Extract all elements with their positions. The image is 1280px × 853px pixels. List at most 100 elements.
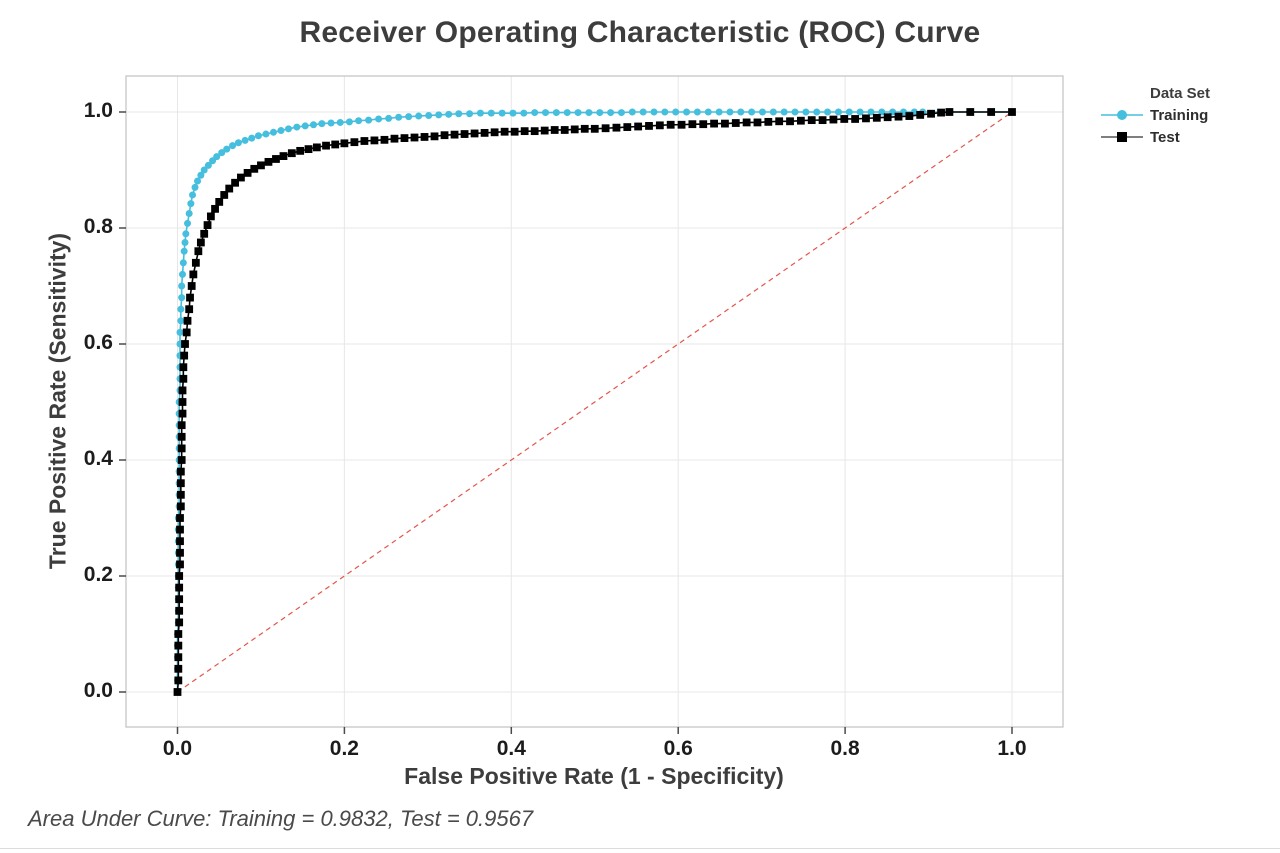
test-marker: [570, 125, 579, 134]
training-marker: [185, 210, 193, 217]
test-marker: [177, 444, 186, 453]
x-tick-label: 0.6: [663, 737, 693, 760]
training-marker: [197, 171, 205, 179]
test-marker: [312, 143, 321, 152]
test-marker: [731, 119, 740, 127]
test-marker: [257, 161, 265, 170]
test-marker: [430, 132, 439, 141]
x-tick-label: 0.0: [162, 737, 193, 760]
test-marker: [279, 152, 288, 160]
test-marker: [196, 238, 205, 247]
test-marker: [818, 116, 827, 125]
training-marker: [229, 142, 237, 150]
test-marker: [174, 653, 183, 662]
legend-title: Data Set: [1150, 84, 1211, 102]
test-marker: [645, 122, 653, 130]
test-marker: [666, 120, 675, 129]
training-marker: [617, 109, 625, 117]
training-marker: [445, 110, 453, 118]
legend-title-spacer: [1100, 86, 1144, 100]
test-marker: [296, 146, 305, 155]
training-marker: [327, 119, 335, 127]
test-marker: [400, 134, 409, 142]
test-marker: [272, 155, 280, 163]
test-marker: [220, 191, 229, 199]
series-test: [173, 108, 1016, 696]
training-marker: [301, 122, 309, 130]
test-marker: [829, 115, 838, 124]
training-marker: [487, 109, 495, 117]
test-marker: [189, 270, 198, 279]
training-marker: [181, 239, 189, 246]
test-marker: [862, 114, 870, 123]
training-marker: [176, 328, 184, 336]
test-marker: [243, 169, 252, 177]
training-marker: [856, 108, 864, 116]
test-marker: [181, 340, 189, 348]
training-marker: [405, 113, 413, 121]
training-marker: [194, 177, 202, 185]
test-marker: [185, 305, 194, 314]
test-marker: [176, 560, 184, 569]
test-marker: [180, 351, 189, 360]
test-marker: [178, 386, 187, 395]
training-marker: [769, 108, 777, 116]
test-marker: [215, 198, 224, 206]
y-tick-label: 0.8: [83, 215, 113, 238]
test-marker: [872, 113, 881, 122]
x-axis-title: False Positive Rate (1 - Specificity): [404, 763, 784, 789]
training-marker: [345, 118, 353, 126]
training-marker: [574, 109, 582, 117]
training-marker: [704, 108, 712, 116]
y-tick-label: 0.6: [83, 331, 113, 354]
test-marker: [203, 221, 212, 229]
test-marker: [176, 490, 185, 499]
training-marker: [178, 282, 186, 290]
test-marker: [710, 119, 718, 128]
training-marker: [336, 118, 344, 126]
training-marker: [563, 109, 571, 117]
test-marker: [182, 328, 191, 337]
test-marker: [905, 112, 914, 120]
training-marker: [310, 121, 318, 129]
test-marker: [540, 126, 549, 135]
test-marker: [370, 136, 379, 145]
test-marker: [340, 139, 349, 148]
test-marker: [500, 127, 509, 136]
training-marker: [683, 108, 691, 116]
test-marker: [175, 583, 184, 592]
training-marker: [318, 120, 326, 128]
test-marker: [179, 363, 188, 372]
test-marker: [590, 124, 599, 133]
test-marker-icon: [1101, 132, 1143, 142]
test-marker: [200, 229, 209, 238]
training-marker: [531, 109, 539, 117]
training-marker: [262, 130, 270, 138]
test-marker: [688, 120, 697, 129]
training-marker: [254, 132, 262, 140]
test-marker: [894, 112, 903, 121]
test-marker: [623, 123, 632, 131]
training-marker: [476, 109, 484, 117]
training-marker: [498, 109, 506, 117]
training-marker: [177, 317, 185, 325]
test-marker: [380, 135, 389, 144]
training-marker: [509, 109, 517, 117]
test-marker: [175, 595, 184, 604]
test-marker: [173, 688, 182, 696]
training-marker: [178, 294, 186, 302]
test-marker: [530, 127, 539, 136]
training-marker: [248, 134, 256, 142]
test-marker: [264, 157, 273, 166]
training-marker: [813, 108, 821, 116]
chance-diagonal-line: [177, 111, 1013, 693]
y-tick-label: 0.0: [83, 679, 113, 702]
training-marker: [455, 110, 463, 118]
training-marker: [385, 114, 393, 122]
x-tick-label: 0.2: [329, 737, 359, 760]
training-marker: [780, 108, 788, 116]
training-marker: [758, 108, 766, 116]
training-marker: [650, 108, 658, 116]
training-marker: [520, 109, 528, 117]
test-marker: [470, 129, 479, 138]
